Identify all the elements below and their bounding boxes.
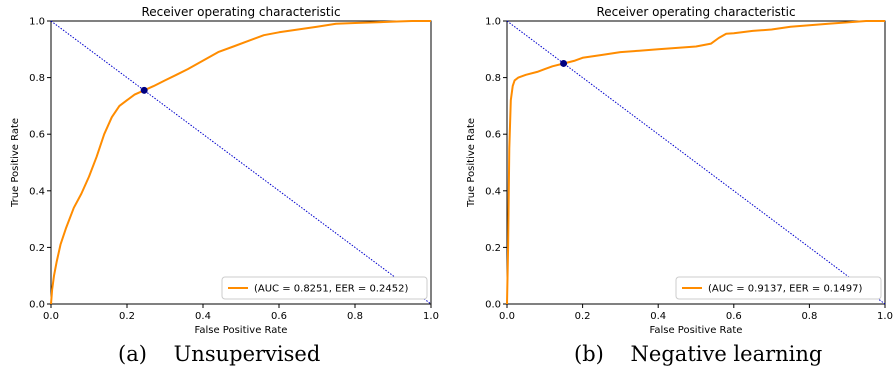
eer-point — [560, 59, 568, 67]
y-tick-label: 0.2 — [29, 243, 45, 254]
x-tick-label: 1.0 — [423, 311, 439, 322]
roc-curve-series-1 — [506, 20, 885, 305]
y-tick-label: 0.6 — [485, 130, 501, 141]
y-tick-label: 1.0 — [29, 17, 45, 28]
caption-a-text: Unsupervised — [173, 342, 321, 366]
legend-box — [675, 276, 882, 300]
caption-unsupervised: (a) Unsupervised — [118, 342, 320, 366]
reference-diagonal-line — [506, 20, 886, 305]
roc-panel-1: 0.0 0.2 0.4 0.6 0.8 1.0 0.0 0.2 0.4 0.6 0.8 1.0 Rece… — [10, 5, 439, 336]
legend-label: (AUC = 0.8251, EER = 0.2452) — [254, 284, 408, 295]
y-tick-label: 0.6 — [29, 130, 45, 141]
x-tick-label: 0.0 — [43, 311, 59, 322]
y-axis-label: True Positive Rate — [466, 118, 477, 208]
y-tick-label: 0.8 — [485, 73, 501, 84]
legend-box — [221, 276, 428, 300]
reference-diagonal-line — [50, 20, 432, 305]
y-tick-label: 0.0 — [29, 300, 45, 311]
x-tick-label: 0.0 — [499, 311, 515, 322]
y-tick-label: 0.0 — [485, 300, 501, 311]
x-tick-label: 0.8 — [801, 311, 817, 322]
x-axis-label: False Positive Rate — [195, 325, 288, 336]
roc-curve-series-1 — [50, 20, 431, 305]
x-axis-label: False Positive Rate — [650, 325, 743, 336]
caption-b-text: Negative learning — [630, 342, 823, 366]
x-tick-label: 0.4 — [195, 311, 211, 322]
x-tick-label: 1.0 — [877, 311, 893, 322]
y-tick-label: 0.2 — [485, 243, 501, 254]
x-tick-label: 0.2 — [575, 311, 591, 322]
legend: (AUC = 0.8251, EER = 0.2452) — [221, 276, 428, 300]
x-tick-label: 0.2 — [119, 311, 135, 322]
chart-title: Receiver operating characteristic — [141, 5, 340, 19]
legend-label: (AUC = 0.9137, EER = 0.1497) — [708, 284, 862, 295]
roc-panel-2: 0.0 0.2 0.4 0.6 0.8 1.0 0.0 0.2 0.4 0.6 0.8 1.0 Rece… — [466, 5, 893, 336]
caption-a-tag: (a) — [118, 342, 147, 366]
y-tick-label: 0.4 — [29, 186, 45, 197]
caption-b-tag: (b) — [574, 342, 604, 366]
x-tick-label: 0.6 — [726, 311, 742, 322]
chart-title: Receiver operating characteristic — [596, 5, 795, 19]
y-tick-label: 0.4 — [485, 186, 501, 197]
y-tick-label: 0.8 — [29, 73, 45, 84]
x-tick-label: 0.6 — [271, 311, 287, 322]
eer-point — [140, 86, 148, 94]
y-tick-label: 1.0 — [485, 17, 501, 28]
legend: (AUC = 0.9137, EER = 0.1497) — [675, 276, 882, 300]
y-axis-label: True Positive Rate — [10, 118, 21, 208]
caption-negative-learning: (b) Negative learning — [574, 342, 822, 366]
x-tick-label: 0.8 — [347, 311, 363, 322]
x-tick-label: 0.4 — [650, 311, 666, 322]
